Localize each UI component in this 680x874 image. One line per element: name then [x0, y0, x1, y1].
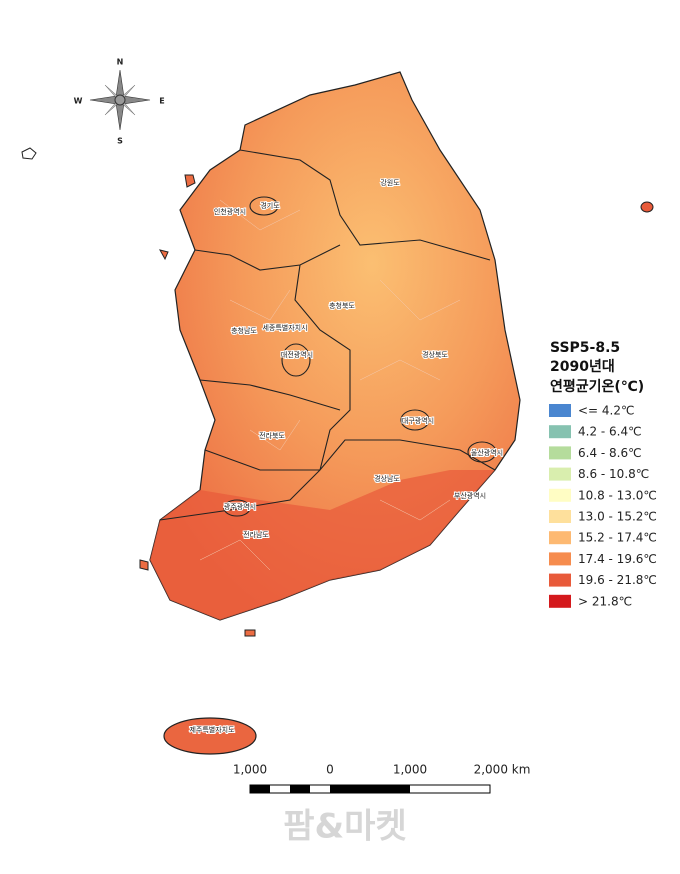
legend-label: 10.8 - 13.0℃ — [578, 488, 657, 502]
legend-title: SSP5-8.5 — [550, 340, 620, 356]
province-boundary — [294, 264, 351, 471]
islands — [139, 174, 256, 637]
region-label: 광주광역시 — [224, 502, 256, 511]
legend-swatch — [549, 510, 571, 523]
legend-swatch — [549, 552, 571, 566]
region-label: 울산광역시 — [471, 448, 503, 457]
province-boundary — [194, 244, 341, 271]
city-boundary — [467, 441, 497, 463]
region-label: 인천광역시 — [214, 207, 246, 216]
region-label: 제주특별자치도 — [189, 725, 235, 734]
legend-label: 13.0 - 15.2℃ — [578, 510, 657, 524]
scale-label: 0 — [326, 763, 334, 777]
legend-label: 17.4 - 19.6℃ — [578, 552, 657, 566]
province-boundary — [199, 379, 341, 411]
scale-label: 1,000 — [393, 763, 427, 777]
province-boundary — [204, 439, 496, 471]
province-boundary — [239, 149, 491, 261]
province-boundary — [159, 469, 321, 521]
compass-label: S — [117, 137, 123, 146]
ulleung-island — [640, 201, 654, 213]
scale-bar: 1,000 0 1,000 2,000 km — [233, 763, 531, 794]
legend-label: <= 4.2℃ — [578, 404, 634, 418]
legend-label: 15.2 - 17.4℃ — [578, 531, 657, 545]
compass: N E S W — [74, 58, 165, 146]
region-label: 대구광역시 — [402, 416, 434, 425]
district-lines — [199, 199, 461, 571]
legend-label: 8.6 - 10.8℃ — [578, 467, 649, 481]
compass-label: W — [74, 97, 83, 106]
legend-swatch — [549, 488, 571, 502]
region-label: 충청북도 — [329, 301, 355, 310]
coast-south — [150, 470, 495, 620]
legend: SSP5-8.5 2090년대 연평균기온(℃) <= 4.2℃ 4.2 - 6.… — [549, 340, 657, 608]
legend-swatch — [549, 467, 571, 481]
legend-label: 4.2 - 6.4℃ — [578, 425, 642, 439]
region-label: 전라북도 — [259, 431, 285, 440]
city-boundary — [223, 499, 251, 517]
region-label: 경상북도 — [422, 350, 448, 359]
legend-swatch — [549, 573, 571, 587]
legend-swatch — [549, 531, 571, 545]
legend-label: 19.6 - 21.8℃ — [578, 573, 657, 587]
region-label: 경상남도 — [374, 474, 400, 483]
legend-swatch — [549, 446, 571, 460]
legend-title: 2090년대 — [550, 359, 615, 375]
legend-label: > 21.8℃ — [578, 594, 632, 608]
compass-label: E — [159, 97, 164, 106]
legend-swatch — [549, 425, 571, 439]
city-boundary — [281, 343, 311, 377]
city-boundary — [249, 196, 279, 216]
compass-label: N — [117, 58, 124, 67]
region-label: 강원도 — [380, 178, 400, 187]
region-label: 세종특별자치시 — [262, 323, 307, 332]
region-label: 전라남도 — [243, 530, 269, 539]
legend-title: 연평균기온(℃) — [550, 378, 644, 395]
region-label: 대전광역시 — [281, 350, 313, 359]
region-label: 충청남도 — [231, 326, 257, 335]
scale-label: 2,000 km — [474, 763, 531, 777]
region-label: 부산광역시 — [454, 491, 486, 500]
legend-swatch — [549, 594, 571, 608]
legend-swatch — [549, 404, 571, 417]
jeju-island — [163, 717, 257, 755]
city-boundary — [400, 409, 430, 431]
island — [21, 147, 37, 160]
scale-label: 1,000 — [233, 763, 267, 777]
watermark: 팜&마켓 — [283, 807, 407, 847]
legend-label: 6.4 - 8.6℃ — [578, 446, 642, 460]
region-label: 경기도 — [260, 201, 280, 210]
